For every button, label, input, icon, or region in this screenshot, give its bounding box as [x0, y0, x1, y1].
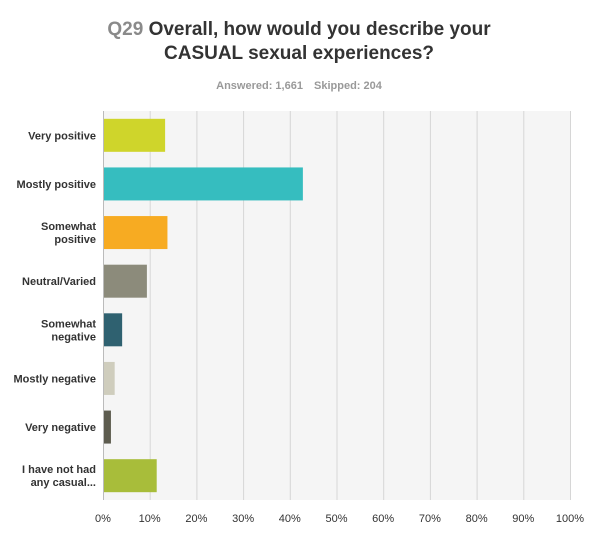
category-label: Mostly negative — [13, 373, 96, 385]
category-label-line: Somewhat — [41, 221, 96, 233]
bar[interactable] — [104, 410, 111, 444]
x-tick-label: 60% — [372, 513, 394, 525]
category-label-line: negative — [51, 331, 96, 343]
category-label: Very positive — [28, 130, 96, 142]
category-label: I have not had any casual... — [22, 464, 96, 489]
category-label: Somewhat negative — [41, 318, 96, 343]
bar[interactable] — [104, 167, 303, 201]
bar[interactable] — [104, 313, 123, 347]
x-tick-label: 70% — [419, 513, 441, 525]
x-tick-label: 30% — [232, 513, 254, 525]
category-label-line: I have not had — [22, 464, 96, 476]
bar[interactable] — [104, 264, 147, 298]
bars — [104, 118, 303, 493]
category-label-line: Very negative — [25, 422, 96, 434]
chart-title: Q29 Overall, how would you describe your… — [0, 18, 598, 66]
title-line-2: CASUAL sexual experiences? — [164, 43, 434, 64]
x-tick-label: 10% — [139, 513, 161, 525]
x-tick-label: 80% — [466, 513, 488, 525]
category-label: Somewhat positive — [41, 221, 96, 246]
category-label-line: Neutral/Varied — [22, 276, 96, 288]
tick-labels: 0% 10% 20% 30% 40% 50% 60% 70% 80% 90% 100% — [95, 513, 584, 525]
skipped-count: Skipped: 204 — [314, 80, 382, 92]
category-label: Very negative — [25, 422, 96, 434]
answered-count: Answered: 1,661 — [216, 80, 303, 92]
x-tick-label: 50% — [325, 513, 347, 525]
x-tick-label: 40% — [279, 513, 301, 525]
category-label-line: Mostly positive — [17, 179, 96, 191]
category-label-line: Very positive — [28, 130, 96, 142]
category-label: Neutral/Varied — [22, 276, 96, 288]
x-tick-label: 90% — [512, 513, 534, 525]
category-label-line: Mostly negative — [13, 373, 96, 385]
response-stats: Answered: 1,661 Skipped: 204 — [0, 80, 598, 92]
x-tick-label: 0% — [95, 513, 111, 525]
bar[interactable] — [104, 459, 157, 493]
category-label-line: any casual... — [31, 477, 96, 489]
x-tick-label: 100% — [556, 513, 584, 525]
bar[interactable] — [104, 216, 168, 250]
title-line-1: Overall, how would you describe your — [148, 19, 491, 40]
bar[interactable] — [104, 361, 115, 395]
question-number: Q29 — [107, 19, 144, 40]
category-label-line: positive — [54, 234, 96, 246]
category-label: Mostly positive — [17, 179, 96, 191]
category-label-line: Somewhat — [41, 318, 96, 330]
x-tick-label: 20% — [185, 513, 207, 525]
bar[interactable] — [104, 118, 166, 152]
